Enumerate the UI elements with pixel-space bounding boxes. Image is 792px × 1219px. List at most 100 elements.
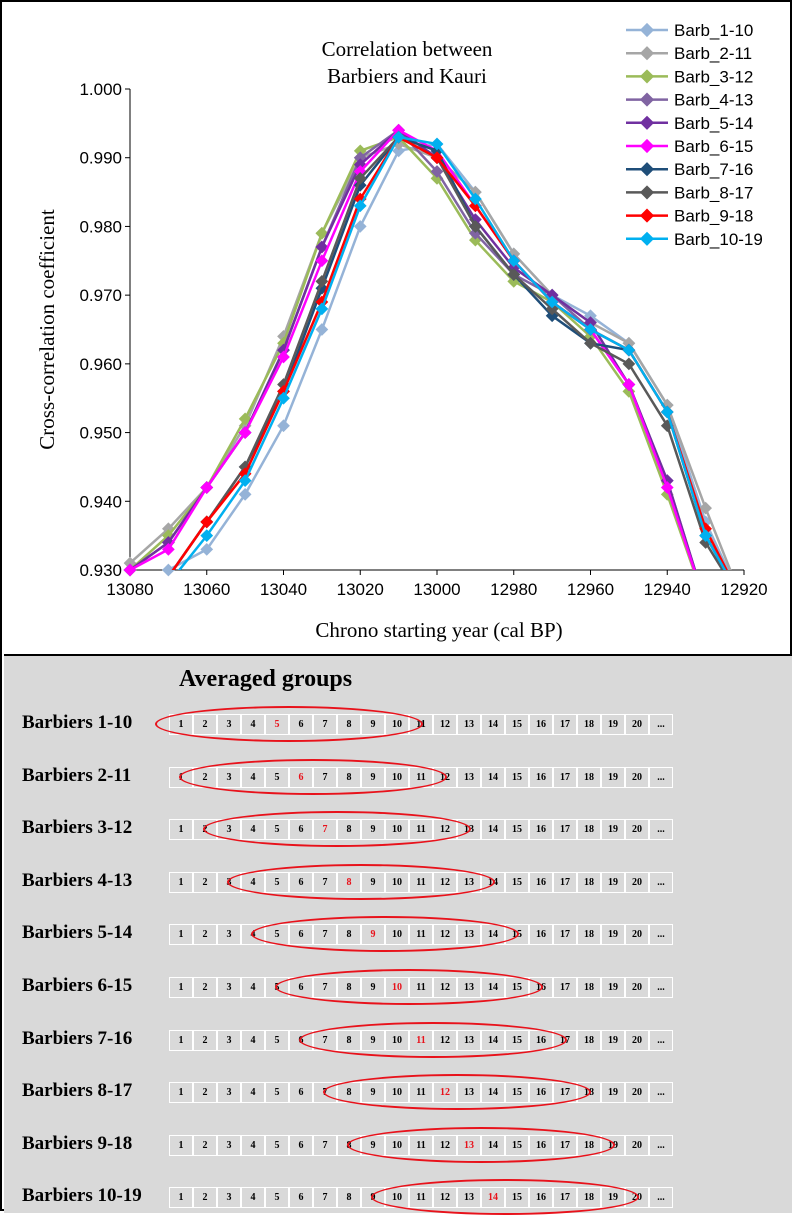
group-cell: 12 <box>433 1134 457 1156</box>
group-cell: 15 <box>505 977 529 998</box>
group-cell: 1 <box>169 1134 193 1156</box>
group-cell: 5 <box>265 924 289 946</box>
data-point <box>392 130 405 144</box>
group-cell: 20 <box>625 1134 649 1156</box>
group-cell: 2 <box>193 977 217 998</box>
group-cell: 4 <box>241 1029 265 1051</box>
data-point <box>238 488 252 501</box>
group-cell: 18 <box>577 819 601 841</box>
group-cell: 10 <box>385 1134 409 1156</box>
y-axis-label: Cross-correlation coefficient <box>35 209 59 450</box>
group-cell: 18 <box>577 766 601 788</box>
y-tick-label: 0.960 <box>79 355 122 374</box>
group-cell: 14 <box>481 819 505 841</box>
group-cell: 4 <box>241 1187 265 1209</box>
group-cells: 1 2 3 4 5 6 7 8 9 10 11 12 13 14 15 16 17 18 19 20... <box>169 871 673 894</box>
data-point <box>315 323 329 336</box>
group-cell: 16 <box>529 871 553 893</box>
data-point <box>277 391 290 405</box>
x-tick-label: 13040 <box>260 580 307 599</box>
group-cell: 14 <box>481 1082 505 1104</box>
legend-label: Barb_1-10 <box>674 21 753 40</box>
group-cell: 12 <box>433 819 457 841</box>
group-cell: 2 <box>193 1134 217 1156</box>
group-cell: 13 <box>457 714 481 735</box>
group-row-label: Barbiers 10-19 <box>22 1185 142 1207</box>
group-cell: 10 <box>385 977 409 998</box>
group-cell: 6 <box>289 1082 313 1104</box>
group-cell: 9 <box>361 1187 385 1209</box>
group-cell: 16 <box>529 819 553 841</box>
group-cell: 13 <box>457 977 481 998</box>
group-cell: 3 <box>217 924 241 946</box>
data-point <box>200 481 214 494</box>
group-cell: 19 <box>601 1134 625 1156</box>
group-cell: 9 <box>361 977 385 998</box>
data-point <box>238 467 252 481</box>
group-cells: 1 2 3 4 5 6 7 8 9 10 11 12 13 14 15 16 17 18 19 20... <box>169 714 673 736</box>
group-cell: 6 <box>289 714 313 735</box>
group-cell: 10 <box>385 714 409 735</box>
group-cell: 16 <box>529 1082 553 1104</box>
group-cell: ... <box>649 977 673 998</box>
data-point <box>430 165 444 178</box>
group-cell: 8 <box>337 819 361 841</box>
group-cell: 19 <box>601 1187 625 1209</box>
group-cell: 9 <box>361 924 385 946</box>
group-cell: 9 <box>361 766 385 788</box>
group-cell: 19 <box>601 977 625 998</box>
data-point <box>315 240 329 254</box>
group-cell: 7 <box>313 977 337 998</box>
group-cell: 19 <box>601 766 625 788</box>
group-cell: 2 <box>193 871 217 893</box>
group-row-label: Barbiers 5-14 <box>22 922 133 944</box>
group-row-label: Barbiers 8-17 <box>22 1080 133 1102</box>
group-cell: 8 <box>337 1187 361 1209</box>
group-cell: 20 <box>625 819 649 841</box>
group-cell: 20 <box>625 714 649 735</box>
group-cell: 3 <box>217 819 241 841</box>
legend-marker <box>639 138 655 154</box>
group-cell: ... <box>649 714 673 735</box>
group-cell: 13 <box>457 1029 481 1051</box>
data-point <box>315 302 329 316</box>
correlation-chart: 0.930 0.940 0.950 0.960 0.970 0.980 0.990 1.000… <box>35 21 768 642</box>
group-cell: 16 <box>529 977 553 998</box>
group-cell: 10 <box>385 819 409 841</box>
group-cell: 12 <box>433 714 457 735</box>
group-cell: 16 <box>529 1134 553 1156</box>
group-cell: 7 <box>313 924 337 946</box>
legend-marker <box>639 22 655 38</box>
group-row: Barbiers 8-17 1 2 3 4 5 6 7 8 9 10 11 12 13 14 15 16 17 18… <box>4 1074 792 1114</box>
group-cell: 1 <box>169 1187 193 1209</box>
group-cell: 14 <box>481 766 505 788</box>
group-cell: 4 <box>241 977 265 998</box>
group-cell: 6 <box>289 871 313 893</box>
y-tick-label: 0.990 <box>79 149 122 168</box>
legend-marker <box>639 185 655 200</box>
y-tick-label: 0.970 <box>79 286 122 305</box>
group-cell: 1 <box>169 1082 193 1104</box>
group-cell: 12 <box>433 1187 457 1209</box>
group-cell: 16 <box>529 1029 553 1051</box>
group-cell: 18 <box>577 871 601 893</box>
group-cell: ... <box>649 1029 673 1051</box>
data-point <box>238 426 252 439</box>
group-cell: 14 <box>481 977 505 998</box>
group-cell: 4 <box>241 714 265 735</box>
group-cell: 13 <box>457 766 481 788</box>
group-cell: 19 <box>601 819 625 841</box>
group-row: Barbiers 4-13 1 2 3 4 5 6 7 8 9 10 11 12 13 14 15 16 17 18… <box>4 863 792 904</box>
group-cell: 7 <box>313 766 337 788</box>
group-cell: ... <box>649 1187 673 1209</box>
series-line-Barb_4-13 <box>130 128 697 570</box>
y-tick-label: 1.000 <box>79 80 122 99</box>
group-row: Barbiers 1-10 1 2 3 4 5 6 7 8 9 10 11 12 13 14 15 16 17 18… <box>4 706 792 746</box>
group-row: Barbiers 2-11 1 2 3 4 5 6 7 8 9 10 11 12 13 14 15 16 17 18… <box>4 758 792 799</box>
group-cell: 2 <box>193 924 217 946</box>
group-cell: 8 <box>337 1029 361 1051</box>
group-cell: 14 <box>481 1187 505 1209</box>
group-cell: 1 <box>169 871 193 893</box>
series-line-Barb_7-16 <box>171 135 727 570</box>
group-cell: 20 <box>625 1029 649 1051</box>
